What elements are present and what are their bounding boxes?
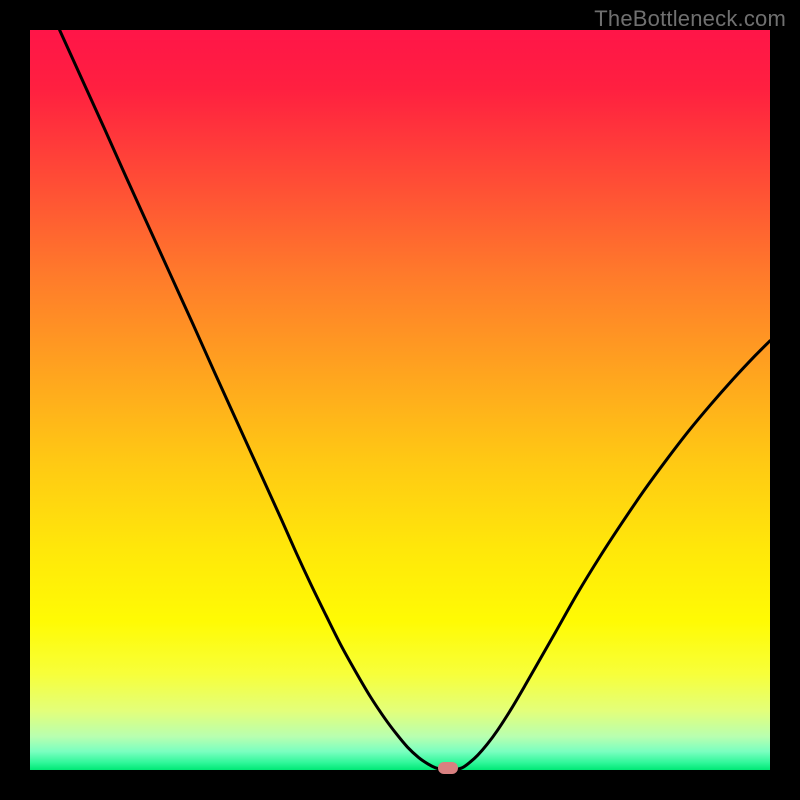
plot-area xyxy=(30,30,770,770)
chart-container: TheBottleneck.com xyxy=(0,0,800,800)
optimal-point-marker xyxy=(438,762,458,774)
bottleneck-curve xyxy=(60,30,770,770)
curve-svg xyxy=(30,30,770,770)
watermark-text: TheBottleneck.com xyxy=(594,6,786,32)
